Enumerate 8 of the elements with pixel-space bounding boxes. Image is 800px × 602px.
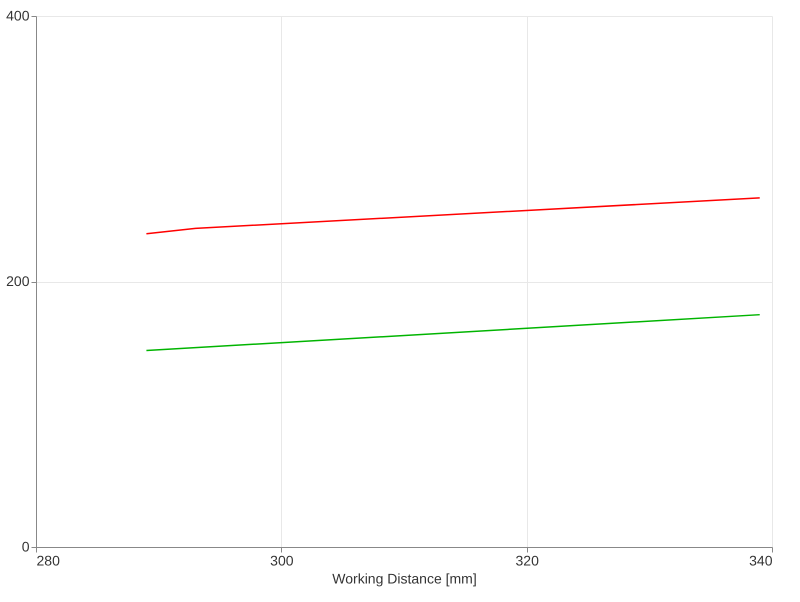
x-tick-label: 320 [515, 552, 540, 568]
x-axis-title: Working Distance [mm] [332, 570, 477, 586]
y-tick-label: 400 [6, 8, 30, 24]
y-tick-label: 0 [22, 538, 30, 554]
x-tick-label: 340 [749, 552, 773, 568]
y-tick-label: 200 [6, 273, 30, 289]
x-tick-label: 280 [36, 552, 60, 568]
x-tick-label: 300 [270, 552, 294, 568]
